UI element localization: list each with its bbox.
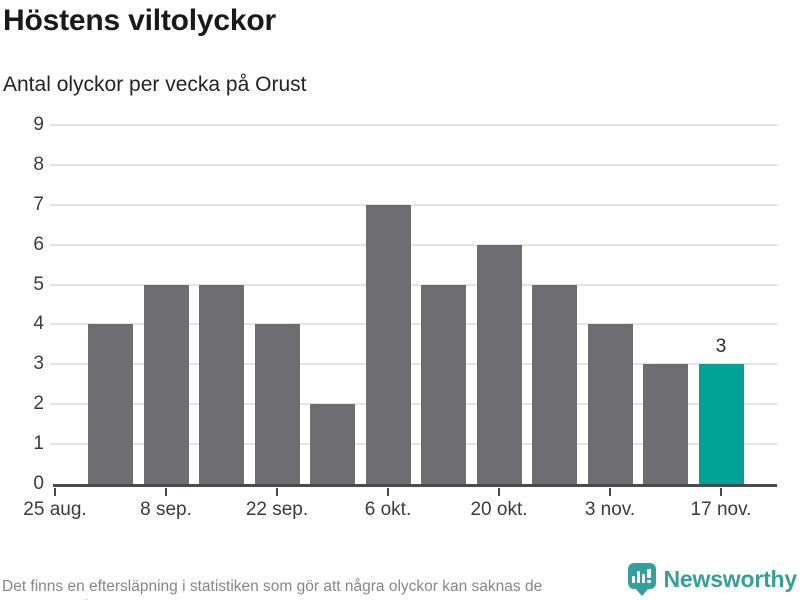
bar bbox=[587, 324, 633, 484]
x-axis-tick-label: 20 okt. bbox=[470, 499, 528, 520]
bar bbox=[476, 244, 522, 484]
y-axis-tick-label: 1 bbox=[33, 433, 44, 455]
bar bbox=[365, 204, 411, 484]
x-axis-tick bbox=[387, 488, 389, 496]
x-axis-tick bbox=[165, 488, 167, 496]
gridline-y-3 bbox=[50, 363, 777, 366]
x-axis-tick-label: 17 nov. bbox=[690, 499, 752, 520]
gridline-y-9 bbox=[50, 124, 777, 126]
x-axis-tick-label: 6 okt. bbox=[364, 499, 412, 520]
y-axis-tick-label: 5 bbox=[33, 273, 44, 295]
y-axis-tick-label: 0 bbox=[33, 473, 44, 494]
chart-title: Höstens viltolyckor bbox=[3, 4, 276, 37]
y-axis-tick-label: 3 bbox=[33, 353, 44, 375]
gridline-y-1 bbox=[50, 443, 777, 446]
x-axis-tick bbox=[498, 488, 500, 496]
bar-highlighted bbox=[698, 364, 744, 484]
gridline-y-5 bbox=[50, 283, 777, 286]
gridline-y-6 bbox=[50, 243, 777, 246]
x-axis-tick-label: 22 sep. bbox=[245, 499, 309, 520]
gridline-y-2 bbox=[50, 403, 777, 406]
x-axis-tick bbox=[720, 488, 722, 496]
bar bbox=[143, 284, 189, 484]
y-axis-tick-label: 2 bbox=[33, 393, 44, 415]
newsworthy-logo-text: Newsworthy bbox=[663, 566, 798, 592]
y-axis-tick-label: 7 bbox=[33, 193, 44, 215]
bar bbox=[643, 364, 688, 484]
x-axis-tick-label: 8 sep. bbox=[140, 499, 192, 520]
x-axis-tick-label: 25 aug. bbox=[23, 499, 87, 520]
footer-note-line-2: senaste veckorna. bbox=[2, 597, 642, 600]
bar bbox=[532, 284, 577, 484]
gridline-y-7 bbox=[50, 203, 777, 206]
bar bbox=[88, 324, 133, 484]
y-axis-tick-label: 6 bbox=[33, 233, 44, 255]
y-axis-tick-label: 8 bbox=[33, 153, 44, 175]
footer-note: Det finns en eftersläpning i statistiken… bbox=[2, 577, 642, 600]
newsworthy-logo[interactable]: Newsworthy bbox=[627, 563, 798, 596]
x-axis-line bbox=[53, 484, 777, 487]
gridline-y-8 bbox=[50, 163, 777, 166]
bar bbox=[310, 404, 355, 484]
footer-note-line-1: Det finns en eftersläpning i statistiken… bbox=[2, 577, 543, 595]
newsworthy-logo-icon bbox=[627, 563, 656, 596]
bar bbox=[254, 324, 300, 484]
bar bbox=[421, 284, 466, 484]
x-axis-tick bbox=[276, 488, 278, 496]
y-axis-tick-label: 9 bbox=[33, 114, 44, 135]
x-axis-tick bbox=[609, 488, 611, 496]
y-axis-tick-label: 4 bbox=[33, 313, 44, 335]
x-axis-tick bbox=[54, 488, 56, 496]
chart-subtitle: Antal olyckor per vecka på Orust bbox=[3, 73, 307, 96]
x-axis-tick-label: 3 nov. bbox=[584, 499, 636, 520]
bar bbox=[199, 284, 244, 484]
bar-value-label: 3 bbox=[715, 336, 727, 358]
gridline-y-4 bbox=[50, 323, 777, 326]
